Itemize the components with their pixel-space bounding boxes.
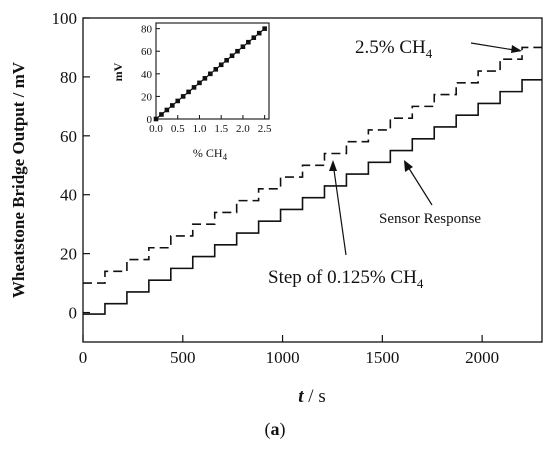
inset-y-tick-label: 20 (141, 91, 153, 103)
figure-caption: (a) (264, 419, 286, 439)
inset-data-point (251, 35, 257, 40)
inset-x-tick-label: 2.5 (258, 123, 272, 135)
series-solid-line (83, 79, 542, 315)
y-tick-label: 80 (60, 68, 77, 87)
inset-data-point (191, 85, 197, 90)
inset-data-point (235, 48, 240, 54)
arrowhead-sensor-response (404, 160, 413, 172)
inset-data-point (240, 44, 246, 50)
inset-data-point (262, 26, 267, 31)
arrowhead-concentration-max (511, 45, 522, 53)
inset-y-tick-label: 0 (147, 114, 153, 126)
inset-data-point (202, 76, 208, 81)
arrow-step (332, 162, 347, 256)
x-axis-label: t / s (298, 386, 325, 407)
annotation-step: Step of 0.125% CH4 (268, 267, 424, 291)
inset-y-tick-label: 60 (141, 46, 153, 58)
inset-data-point (218, 62, 224, 68)
caption-letter: a (270, 419, 280, 439)
inset-x-tick-label: 1.0 (193, 123, 207, 135)
x-tick-label: 1000 (266, 348, 300, 367)
inset-x-tick-label: 2.0 (236, 123, 250, 135)
x-tick-label: 1500 (365, 348, 399, 367)
inset-ticks: 0.0 0.5 1.0 1.5 2.0 2.5 0 20 40 60 80 (141, 24, 272, 135)
inset-data-point (229, 53, 235, 59)
y-tick-label: 100 (52, 9, 78, 28)
inset-y-tick-label: 40 (141, 69, 153, 81)
y-tick-label: 40 (60, 186, 77, 205)
inset-data-point (169, 103, 175, 108)
inset-data-point (175, 98, 181, 104)
y-tick-label: 0 (69, 304, 78, 323)
inset-data-point (213, 67, 219, 72)
y-axis-label: Wheatstone Bridge Output / mV (9, 61, 28, 298)
inset-data-point (186, 89, 191, 95)
inset-x-tick-label: 0.5 (171, 123, 185, 135)
inset-data-point (197, 80, 202, 86)
inset-data-point (180, 94, 186, 99)
inset-x-tick-label: 0.0 (149, 123, 163, 135)
arrowhead-step (329, 160, 337, 171)
main-plot-frame (82, 17, 543, 343)
annotation-concentration-max: 2.5% CH4 (355, 37, 433, 61)
inset-data-point (246, 39, 251, 45)
inset-y-tick-label: 80 (141, 24, 153, 36)
inset-data-point (256, 30, 262, 36)
annotation-sensor-response: Sensor Response (379, 211, 481, 227)
x-tick-label: 0 (79, 348, 88, 367)
inset-x-tick-label: 1.5 (214, 123, 228, 135)
x-tick-label: 2000 (465, 348, 499, 367)
y-tick-label: 60 (60, 127, 77, 146)
inset-series (153, 26, 267, 122)
x-axis-label-italic: t (298, 386, 304, 407)
series-dashed-line (83, 46, 542, 284)
x-tick-label: 500 (170, 348, 196, 367)
inset-data-point (224, 57, 229, 63)
inset-x-axis-label: % CH4 (193, 146, 228, 162)
main-ticks: 0 500 1000 1500 2000 0 20 40 60 80 100 (52, 9, 500, 367)
x-axis-label-unit: / s (304, 386, 326, 407)
y-tick-label: 20 (60, 245, 77, 264)
inset-data-point (153, 116, 159, 122)
inset-data-point (159, 112, 164, 117)
main-series (83, 46, 542, 315)
inset-data-point (208, 71, 213, 77)
inset-data-point (164, 107, 170, 113)
inset-y-axis-label: mV (111, 62, 125, 81)
